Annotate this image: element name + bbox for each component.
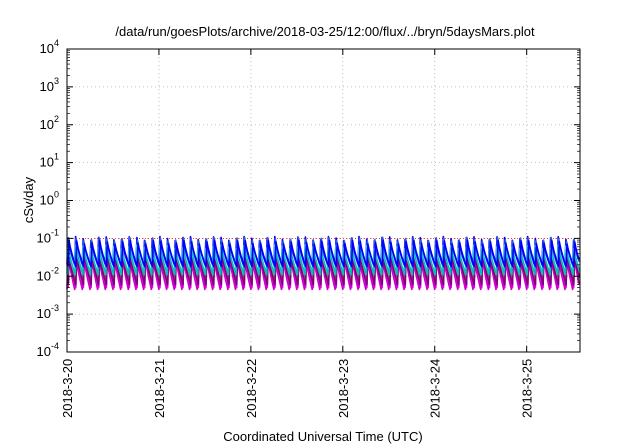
series-line-8: [67, 239, 580, 268]
x-tick-label: 2018-3-21: [152, 359, 167, 418]
y-tick-exponent: 2: [54, 114, 59, 124]
x-tick-label: 2018-3-25: [520, 359, 535, 418]
y-tick-exponent: -2: [51, 265, 59, 275]
y-tick-label: 101: [40, 152, 59, 170]
y-tick-label: 100: [40, 190, 59, 208]
y-axis-label: cSv/day: [21, 176, 36, 223]
chart-title: /data/run/goesPlots/archive/2018-03-25/1…: [115, 24, 535, 39]
y-tick-label: 104: [40, 38, 59, 56]
x-tick-label: 2018-3-22: [244, 359, 259, 418]
y-tick-label: 102: [40, 114, 59, 132]
x-tick-label: 2018-3-24: [428, 359, 443, 418]
y-tick-label: 10-3: [37, 303, 59, 321]
x-tick-label: 2018-3-20: [60, 359, 75, 418]
y-tick-label: 10-4: [37, 341, 59, 359]
y-tick-exponent: 0: [54, 190, 59, 200]
y-tick-exponent: 4: [54, 38, 59, 48]
x-axis-ticks: 2018-3-20 2018-3-21 2018-3-22 2018-3-23 2018…: [60, 49, 535, 418]
y-tick-exponent: 3: [54, 76, 59, 86]
y-tick-exponent: -3: [51, 303, 59, 313]
y-tick-label: 10-2: [37, 265, 59, 283]
series-lines: [66, 235, 581, 291]
y-tick-label: 103: [40, 76, 59, 94]
x-axis-label: Coordinated Universal Time (UTC): [223, 429, 422, 444]
y-tick-exponent: -1: [51, 227, 59, 237]
y-tick-exponent: 1: [54, 152, 59, 162]
y-tick-label: 10-1: [37, 227, 59, 245]
y-tick-exponent: -4: [51, 341, 59, 351]
grid-lines: [67, 49, 580, 352]
x-tick-label: 2018-3-23: [336, 359, 351, 418]
